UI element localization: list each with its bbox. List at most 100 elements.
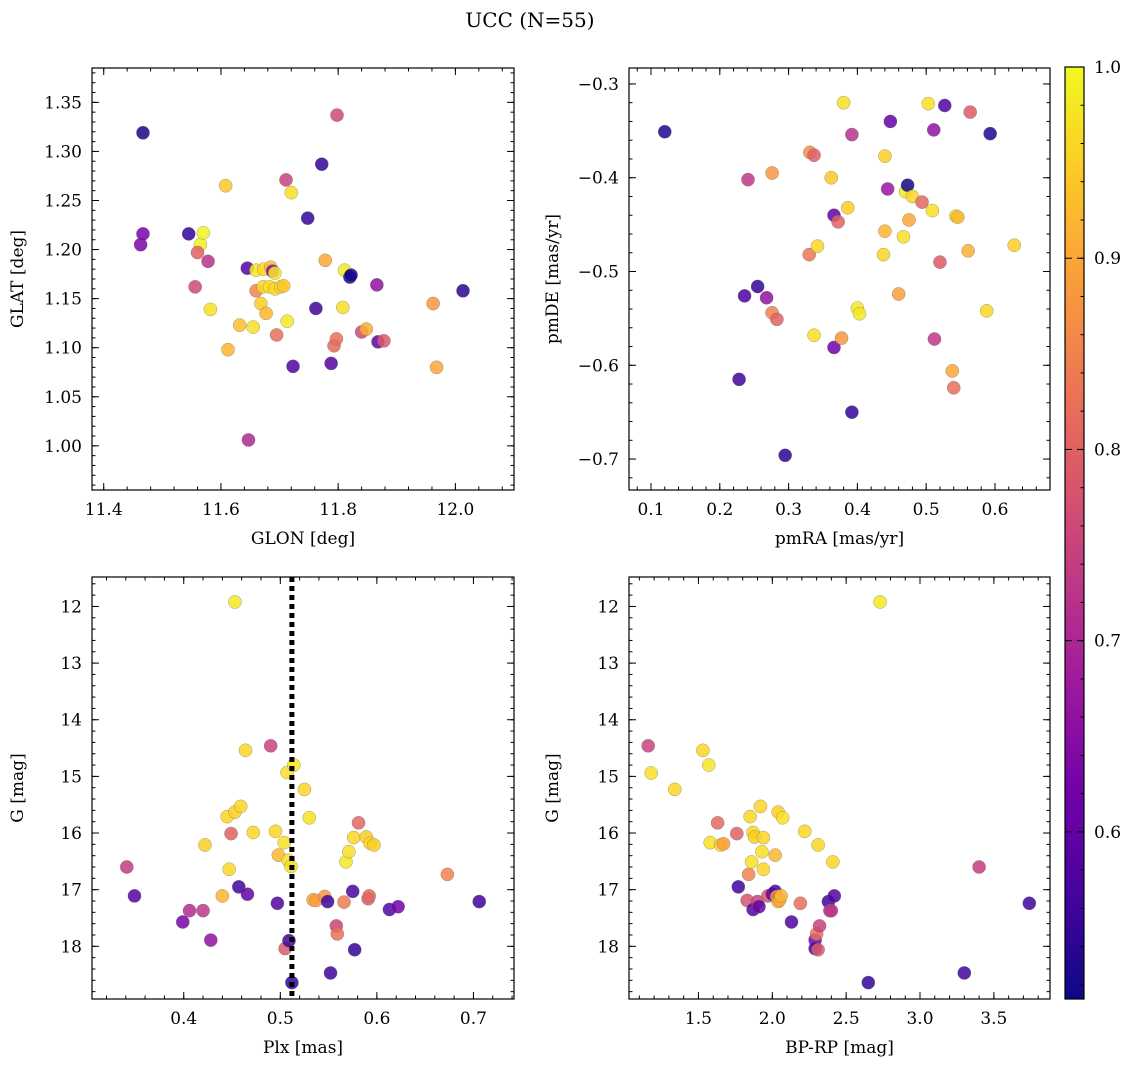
data-point bbox=[246, 320, 261, 334]
pmde-vs-pmra-ticks bbox=[629, 68, 1051, 490]
data-point bbox=[915, 195, 929, 209]
data-point bbox=[743, 809, 757, 824]
data-point bbox=[314, 157, 329, 172]
data-point bbox=[946, 380, 961, 395]
data-point bbox=[224, 826, 238, 841]
data-point bbox=[834, 331, 849, 345]
y-tick-label: 1.30 bbox=[44, 142, 82, 162]
data-point bbox=[198, 838, 212, 852]
data-point bbox=[810, 239, 825, 254]
y-tick-label: 14 bbox=[60, 711, 82, 731]
data-point bbox=[276, 279, 291, 293]
data-point bbox=[300, 211, 315, 226]
data-point bbox=[215, 889, 230, 903]
y-tick-label: 1.15 bbox=[44, 290, 82, 310]
g-vs-bprp-tick-labels: 1.5 2.0 2.5 3.0 3.5 12 13 14 15 16 17 18 bbox=[597, 597, 1007, 1029]
pmde-vs-pmra-points bbox=[657, 95, 1022, 463]
y-tick-label: 1.20 bbox=[44, 241, 82, 261]
glat-vs-glon-tick-labels: 11.4 11.6 11.8 12.0 1.00 1.05 1.10 1.15 1.20 1.25… bbox=[44, 93, 474, 520]
data-point bbox=[827, 889, 842, 903]
x-tick-label: 11.4 bbox=[85, 500, 123, 520]
data-point bbox=[181, 227, 196, 241]
data-point bbox=[945, 364, 960, 378]
data-point bbox=[878, 224, 892, 239]
colorbar: 0.6 0.7 0.8 0.9 1.0 bbox=[1064, 58, 1121, 1000]
colorbar-tick-label: 0.7 bbox=[1094, 632, 1121, 652]
data-point bbox=[750, 279, 765, 294]
data-point bbox=[342, 844, 356, 859]
data-point bbox=[263, 738, 278, 753]
y-tick-label: 15 bbox=[597, 767, 619, 787]
data-point bbox=[778, 448, 793, 463]
g-vs-plx-tick-labels: 0.4 0.5 0.6 0.7 12 13 14 15 16 17 18 bbox=[60, 597, 487, 1029]
g-vs-bprp-points bbox=[641, 595, 1037, 990]
x-tick-label: 11.6 bbox=[202, 500, 240, 520]
data-point bbox=[883, 114, 898, 129]
data-point bbox=[370, 278, 384, 292]
y-tick-label: 13 bbox=[60, 654, 82, 674]
data-point bbox=[344, 268, 358, 282]
data-point bbox=[136, 227, 150, 241]
y-tick-label: 13 bbox=[597, 654, 619, 674]
data-point bbox=[367, 838, 381, 852]
y-tick-label: 1.35 bbox=[44, 93, 82, 113]
data-point bbox=[119, 860, 134, 874]
y-tick-label: 14 bbox=[597, 711, 619, 731]
x-axis-label: BP-RP [mag] bbox=[785, 1038, 894, 1058]
data-point bbox=[309, 301, 323, 316]
y-tick-label: 16 bbox=[60, 824, 82, 844]
data-point bbox=[831, 214, 845, 229]
data-point bbox=[845, 127, 859, 142]
data-point bbox=[807, 328, 821, 343]
glat-vs-glon-points bbox=[133, 108, 470, 447]
x-tick-label: 0.2 bbox=[706, 500, 733, 520]
data-point bbox=[203, 302, 218, 317]
data-point bbox=[346, 830, 361, 845]
data-point bbox=[840, 200, 855, 215]
data-point bbox=[852, 306, 867, 321]
data-point bbox=[925, 203, 940, 218]
data-point bbox=[873, 595, 887, 609]
data-point bbox=[811, 838, 825, 852]
y-tick-label: −0.5 bbox=[578, 262, 619, 282]
data-point bbox=[190, 245, 205, 260]
data-point bbox=[784, 915, 799, 929]
data-point bbox=[902, 213, 916, 227]
figure-title: UCC (N=55) bbox=[465, 8, 594, 32]
x-tick-label: 0.6 bbox=[363, 1009, 390, 1029]
data-point bbox=[246, 825, 261, 840]
g-vs-bprp-panel: 1.5 2.0 2.5 3.0 3.5 12 13 14 15 16 17 18 BP-RP [mag]… bbox=[543, 576, 1051, 1058]
data-point bbox=[876, 247, 891, 262]
data-point bbox=[426, 296, 440, 311]
data-point bbox=[359, 322, 374, 336]
data-point bbox=[286, 359, 300, 374]
data-point bbox=[824, 170, 839, 185]
x-tick-label: 0.6 bbox=[981, 500, 1008, 520]
data-point bbox=[456, 283, 470, 298]
data-point bbox=[644, 766, 659, 780]
x-tick-label: 0.4 bbox=[170, 1009, 197, 1029]
pmde-vs-pmra-frame bbox=[628, 67, 1051, 491]
data-point bbox=[277, 835, 292, 850]
y-tick-label: 12 bbox=[597, 597, 619, 617]
pmde-vs-pmra-panel: 0.1 0.2 0.3 0.4 0.5 0.6 −0.7 −0.6 −0.5 −0.4 −0.3 pm… bbox=[543, 67, 1051, 549]
y-tick-label: 16 bbox=[597, 824, 619, 844]
data-point bbox=[927, 332, 942, 346]
colorbar-frame bbox=[1064, 66, 1085, 1000]
y-axis-label: G [mag] bbox=[543, 753, 563, 822]
x-tick-label: 12.0 bbox=[436, 500, 474, 520]
data-point bbox=[337, 895, 351, 909]
y-tick-label: −0.4 bbox=[578, 169, 619, 189]
y-tick-label: −0.7 bbox=[578, 450, 619, 470]
data-point bbox=[472, 894, 487, 909]
data-point bbox=[240, 887, 255, 902]
data-point bbox=[732, 372, 746, 387]
data-point bbox=[802, 247, 817, 262]
data-point bbox=[302, 810, 317, 825]
y-tick-label: 1.05 bbox=[44, 388, 82, 408]
x-tick-label: 11.8 bbox=[319, 500, 357, 520]
y-axis-label: GLAT [deg] bbox=[8, 230, 28, 328]
data-point bbox=[297, 782, 312, 797]
g-vs-plx-panel: 0.4 0.5 0.6 0.7 12 13 14 15 16 17 18 Plx [mas] G [ma… bbox=[8, 576, 515, 1058]
y-tick-label: 1.25 bbox=[44, 191, 82, 211]
